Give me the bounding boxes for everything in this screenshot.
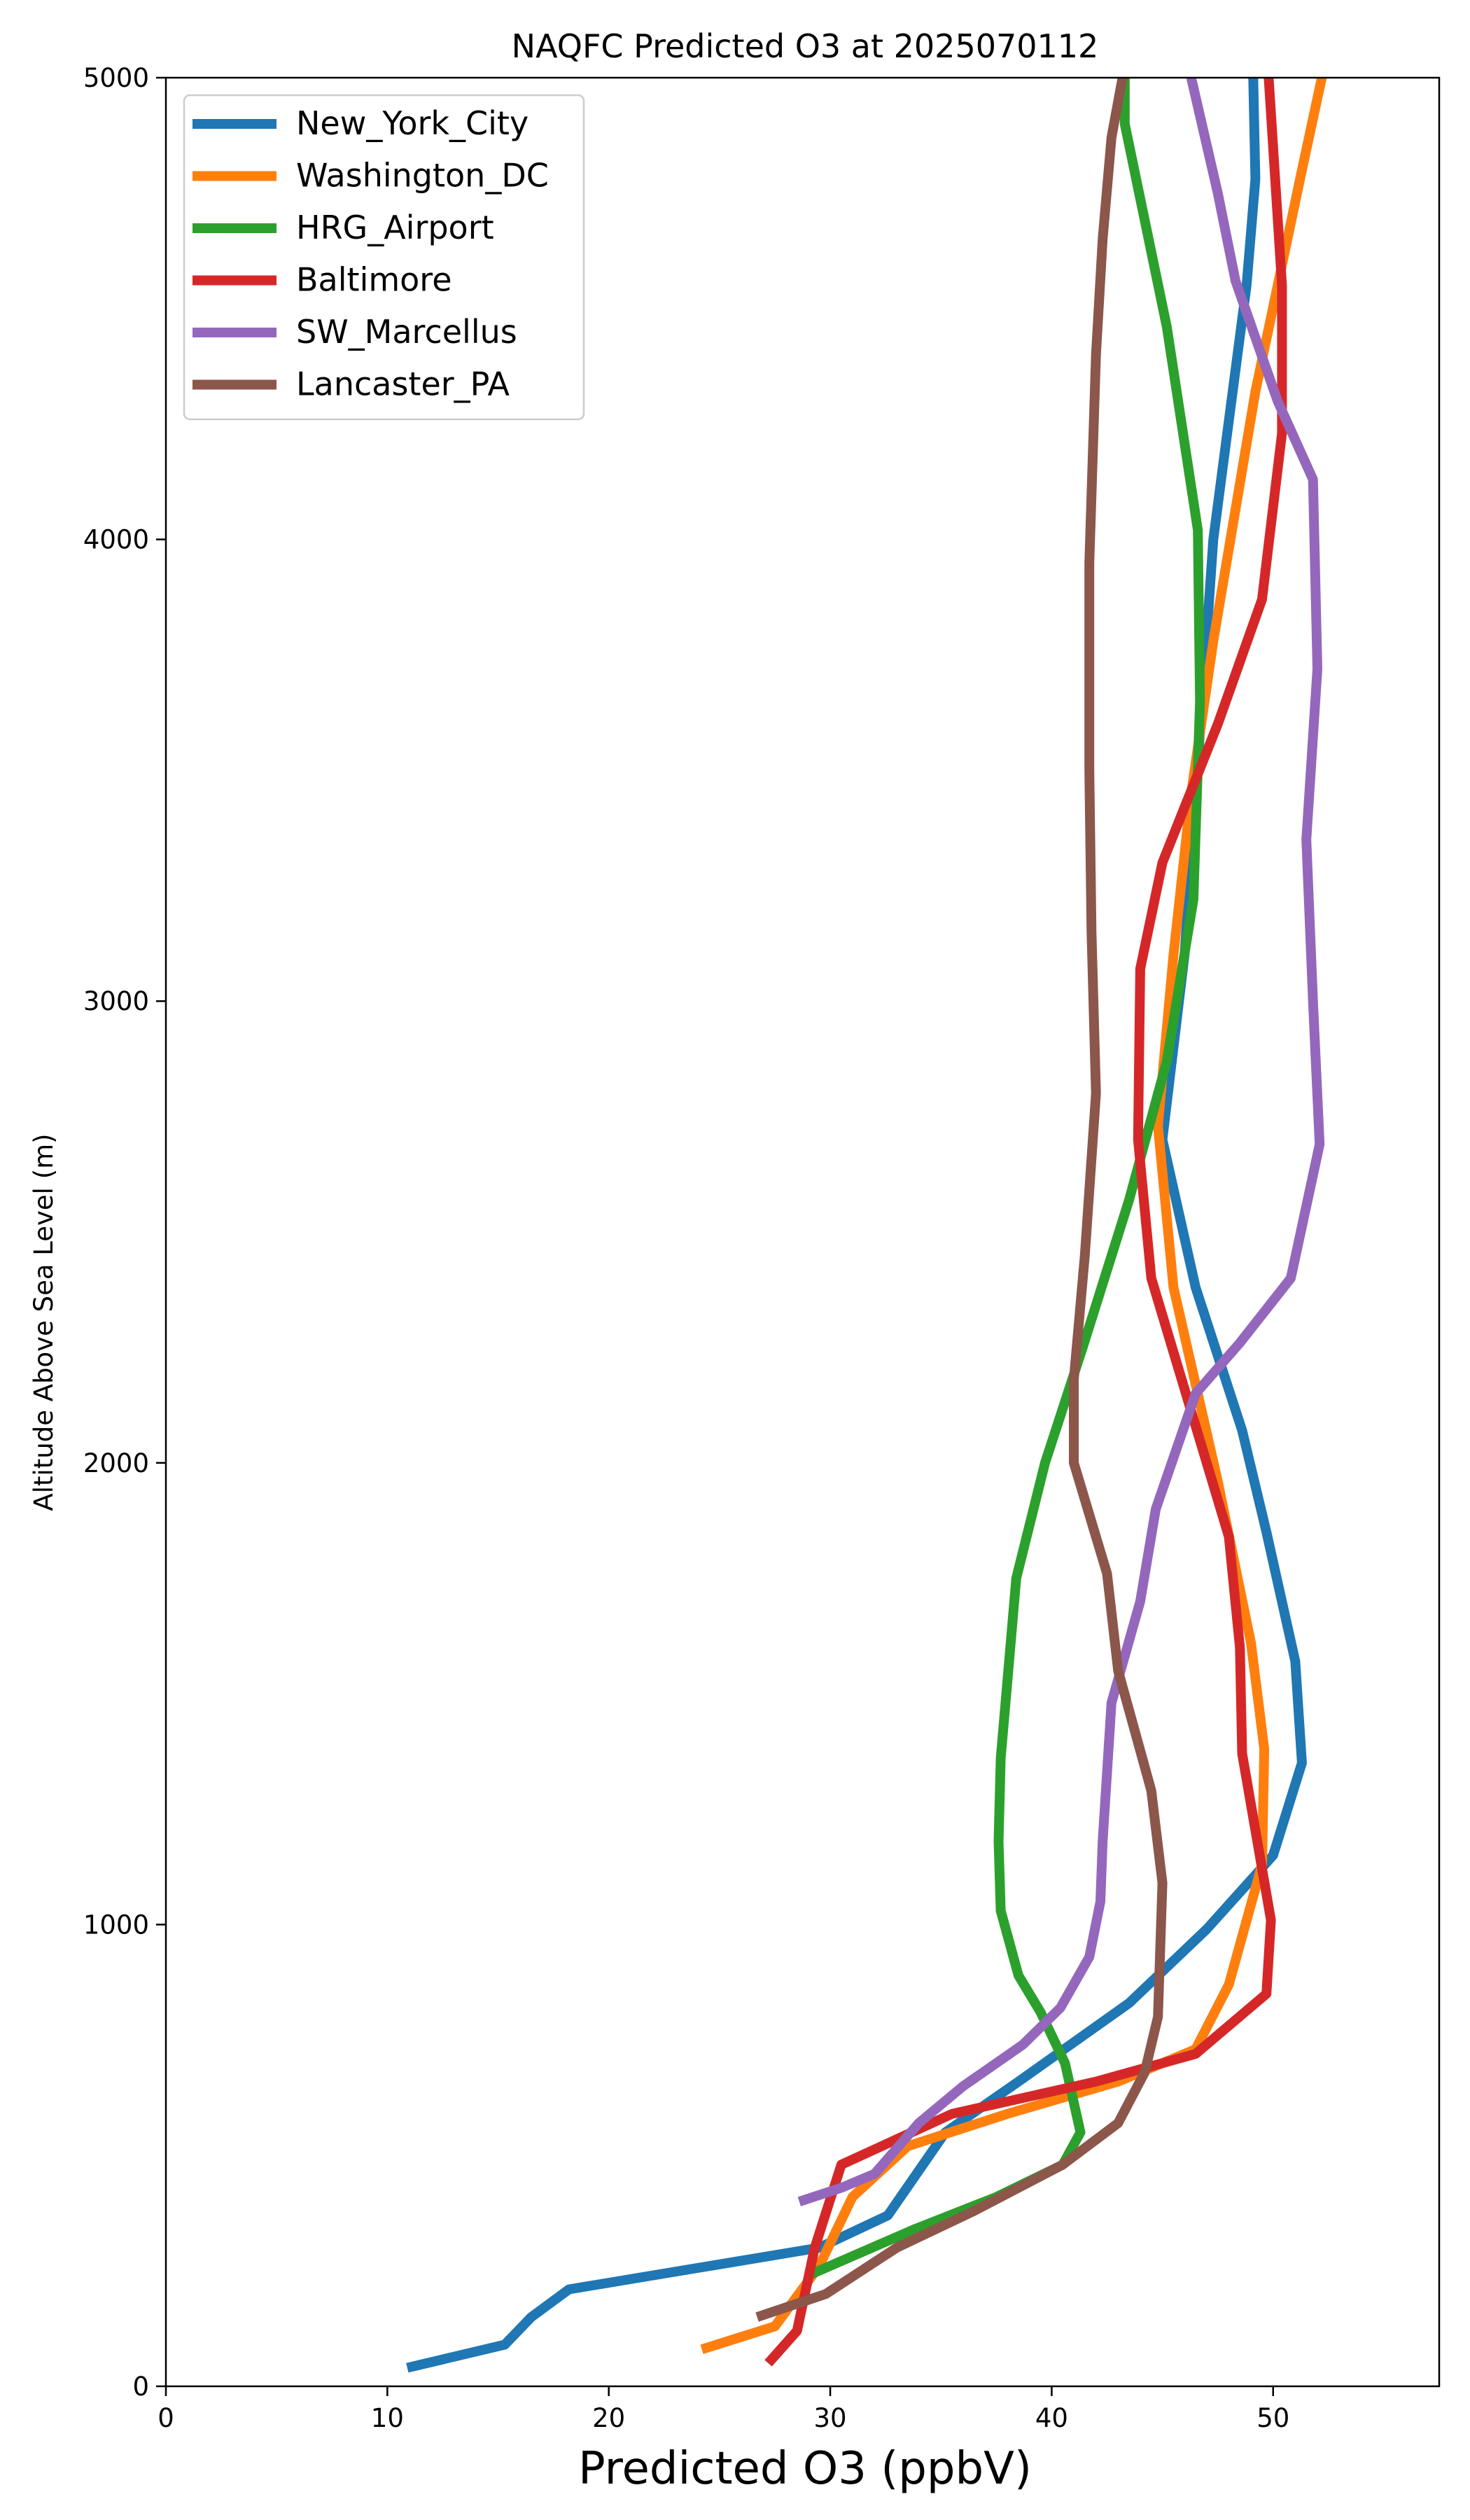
chart-title: NAQFC Predicted O3 at 2025070112 [512, 27, 1099, 65]
y-tick-label: 3000 [83, 986, 149, 1016]
series-line-sw-marcellus [797, 78, 1325, 2206]
x-tick-label: 40 [1035, 2403, 1068, 2433]
y-tick-label: 5000 [83, 63, 149, 93]
series-line-lancaster-pa [755, 78, 1168, 2322]
legend-label: HRG_Airport [296, 209, 494, 246]
legend-items: New_York_City Washington_DC HRG_Airport Bal… [192, 104, 549, 403]
y-tick-label: 0 [132, 2372, 149, 2402]
legend-label: New_York_City [296, 104, 528, 142]
x-tick-label: 10 [371, 2403, 404, 2433]
legend-label: Washington_DC [296, 157, 549, 195]
y-axis-label: Altitude Above Sea Level (m) [29, 1133, 59, 1511]
legend-box [183, 94, 585, 421]
x-axis-label: Predicted O3 (ppbV) [578, 2443, 1032, 2495]
plot-area [406, 78, 1327, 2373]
legend: New_York_City Washington_DC HRG_Airport Bal… [183, 94, 585, 421]
y-tick-label: 4000 [83, 525, 149, 555]
legend-label: SW_Marcellus [296, 313, 517, 351]
y-tick-label: 2000 [83, 1448, 149, 1478]
x-tick-label: 20 [592, 2403, 625, 2433]
legend-label: Lancaster_PA [296, 365, 510, 403]
axes-frame [164, 76, 1441, 2388]
series-line-hrg-airport [806, 78, 1205, 2281]
series-layer [406, 78, 1327, 2373]
x-tick-label: 0 [158, 2403, 174, 2433]
x-tick-label: 30 [813, 2403, 846, 2433]
x-axis-ticks: 0 10 20 30 40 50 [158, 2386, 1289, 2433]
x-tick-label: 50 [1256, 2403, 1289, 2433]
y-axis-ticks: 0 1000 2000 3000 4000 5000 [83, 63, 166, 2402]
y-tick-label: 1000 [83, 1910, 149, 1940]
legend-label: Baltimore [296, 261, 452, 299]
series-line-baltimore [764, 78, 1287, 2367]
axes-layer: 0 10 20 30 40 50 0 1000 2000 3000 4000 5000 [83, 63, 1441, 2433]
